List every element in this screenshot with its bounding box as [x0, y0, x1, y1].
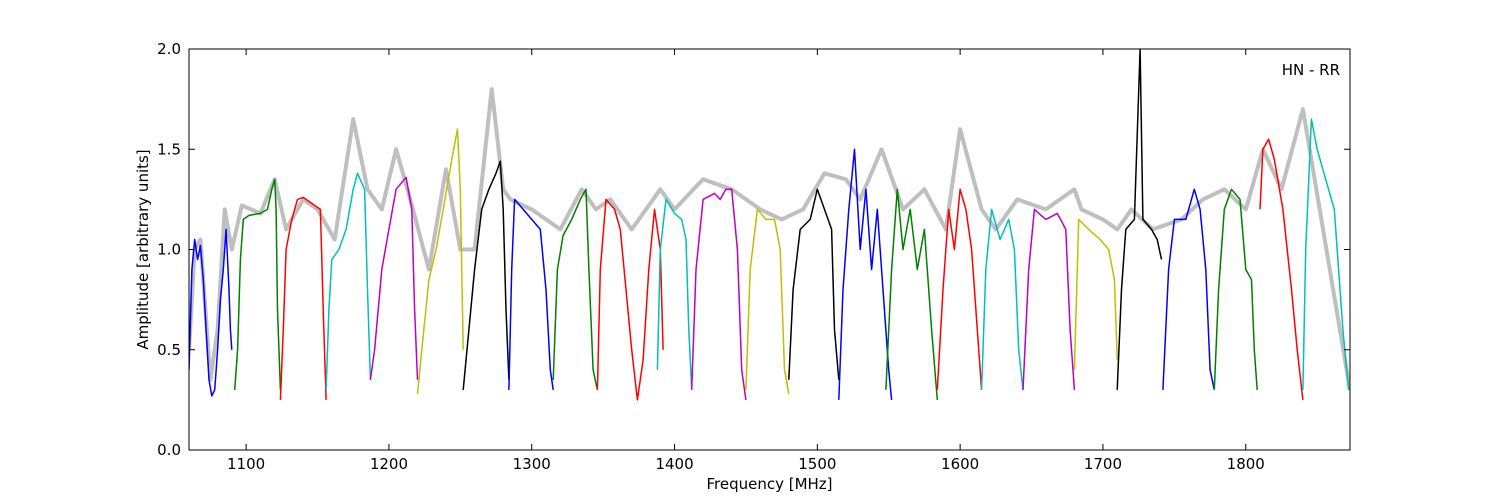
x-tick-label: 1300 — [513, 455, 551, 473]
x-tick-label: 1700 — [1084, 455, 1122, 473]
series-line-7-black — [462, 160, 510, 390]
series-line-2-green — [233, 178, 282, 390]
series-line-13-olive — [745, 208, 790, 395]
y-tick-label: 2.0 — [157, 40, 181, 58]
series-line-17-red — [936, 188, 983, 390]
series-line-4-cyan — [325, 172, 372, 390]
series-line-21-black — [1116, 49, 1163, 390]
series-line-15-blue — [838, 148, 893, 400]
chart-annotation: HN - RR — [1282, 61, 1340, 79]
y-tick-label: 1.0 — [157, 241, 181, 259]
background-trace-layer — [189, 87, 1350, 391]
series-line-25-cyan — [1302, 118, 1350, 390]
x-axis-label: Frequency [MHz] — [706, 475, 832, 493]
series-line-9-green — [552, 188, 599, 391]
x-tick-label: 1100 — [227, 455, 265, 473]
background-trace — [189, 87, 1350, 391]
series-line-24-red — [1259, 138, 1304, 400]
series-line-14-black — [788, 188, 840, 380]
series-line-10-red — [596, 198, 664, 401]
y-tick-label: 0.5 — [157, 341, 181, 359]
x-tick-label: 1800 — [1227, 455, 1265, 473]
series-line-22-blue — [1162, 188, 1216, 391]
series-line-5-magenta — [369, 176, 419, 380]
x-tick-label: 1200 — [370, 455, 408, 473]
y-tick-label: 0.0 — [157, 441, 181, 459]
series-line-16-green — [885, 188, 939, 400]
x-tick-label: 1600 — [941, 455, 979, 473]
series-line-8-blue — [508, 198, 554, 391]
tick-layer: 1100 1200 1300 1400 1500 1600 1700 1800 0.0 0.5 1.… — [157, 40, 1350, 473]
y-axis-label: Amplitude [arbitrary units] — [134, 149, 152, 349]
series-line-11-cyan — [656, 198, 693, 390]
series-line-3-red — [279, 196, 327, 400]
series-line-23-green — [1213, 188, 1258, 390]
series-line-6-olive — [416, 128, 464, 394]
series-line-19-magenta — [1022, 208, 1076, 390]
x-tick-label: 1500 — [798, 455, 836, 473]
series-line-12-magenta — [690, 188, 747, 401]
y-tick-label: 1.5 — [157, 140, 181, 158]
series-line-18-cyan — [980, 208, 1024, 390]
series-line-20-olive — [1073, 218, 1118, 370]
series-layer — [189, 49, 1350, 401]
x-tick-label: 1400 — [655, 455, 693, 473]
series-line-1-blue — [189, 228, 233, 397]
plot-frame — [188, 48, 1351, 451]
